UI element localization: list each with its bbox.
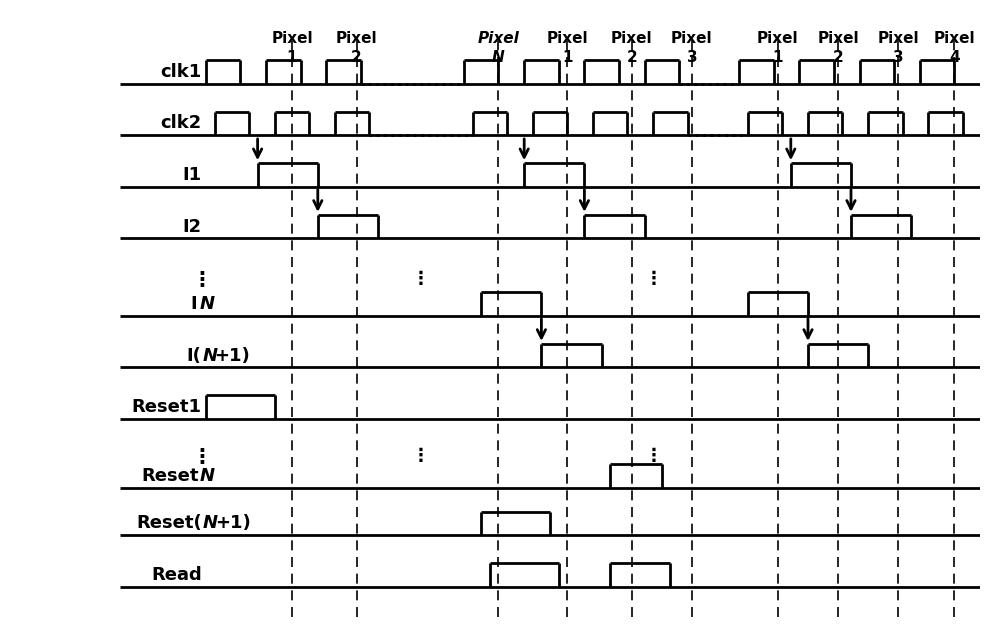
Text: 2: 2 xyxy=(351,50,362,65)
Text: Pixel: Pixel xyxy=(271,31,313,46)
Text: Pixel: Pixel xyxy=(933,31,975,46)
Text: ⋮: ⋮ xyxy=(644,270,662,288)
Text: Reset(: Reset( xyxy=(136,514,202,533)
Text: 2: 2 xyxy=(833,50,843,65)
Text: clk2: clk2 xyxy=(160,114,202,133)
Text: Pixel: Pixel xyxy=(477,31,519,46)
Text: Pixel: Pixel xyxy=(546,31,588,46)
Text: ⋮: ⋮ xyxy=(644,447,662,465)
Text: I1: I1 xyxy=(183,166,202,184)
Text: I: I xyxy=(191,295,197,313)
Text: Pixel: Pixel xyxy=(877,31,919,46)
Text: 4: 4 xyxy=(949,50,960,65)
Text: 3: 3 xyxy=(893,50,904,65)
Text: N: N xyxy=(200,467,215,485)
Text: ⋮: ⋮ xyxy=(191,269,212,289)
Text: ⋮: ⋮ xyxy=(191,446,212,466)
Text: ⋮: ⋮ xyxy=(412,270,430,288)
Text: Read: Read xyxy=(151,566,202,584)
Text: clk1: clk1 xyxy=(160,63,202,81)
Text: Pixel: Pixel xyxy=(671,31,713,46)
Text: Pixel: Pixel xyxy=(336,31,377,46)
Text: Pixel: Pixel xyxy=(817,31,859,46)
Text: 1: 1 xyxy=(562,50,572,65)
Text: N: N xyxy=(492,50,505,65)
Text: ⋮: ⋮ xyxy=(412,447,430,465)
Text: Pixel: Pixel xyxy=(611,31,653,46)
Text: Reset1: Reset1 xyxy=(132,398,202,417)
Text: +1): +1) xyxy=(215,347,250,365)
Text: Pixel: Pixel xyxy=(757,31,799,46)
Text: N: N xyxy=(200,295,215,313)
Text: Reset: Reset xyxy=(142,467,199,485)
Text: N: N xyxy=(203,347,218,365)
Text: +1): +1) xyxy=(215,514,251,533)
Text: 2: 2 xyxy=(626,50,637,65)
Text: N: N xyxy=(203,514,218,533)
Text: I2: I2 xyxy=(183,217,202,236)
Text: 1: 1 xyxy=(287,50,297,65)
Text: I(: I( xyxy=(187,347,202,365)
Text: 3: 3 xyxy=(687,50,697,65)
Text: 1: 1 xyxy=(773,50,783,65)
